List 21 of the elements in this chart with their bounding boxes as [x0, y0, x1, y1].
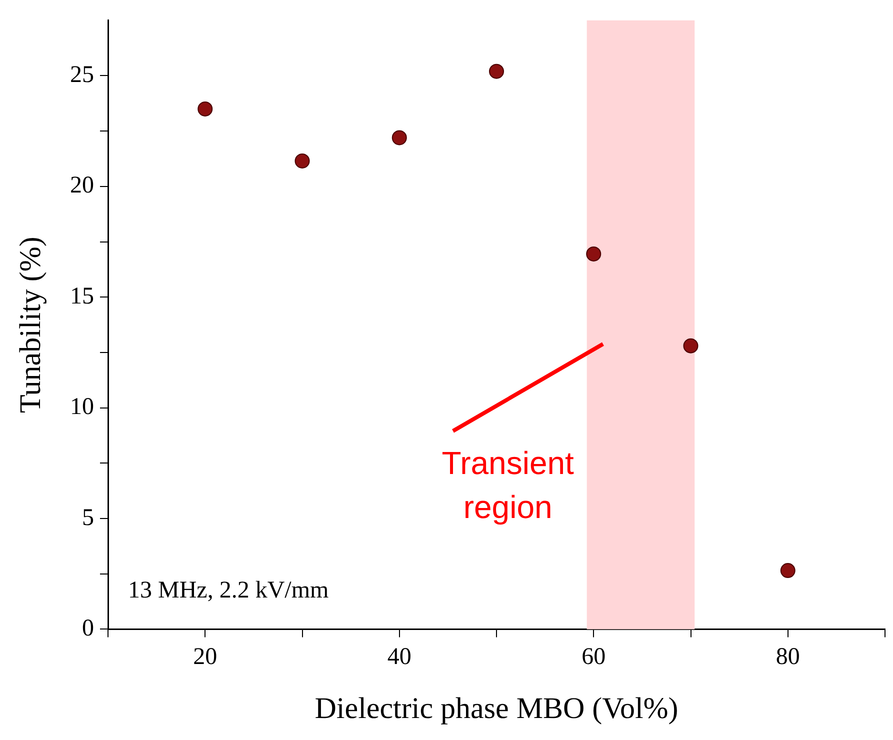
- x-tick-label: 60: [582, 644, 606, 670]
- x-tick-label: 20: [193, 644, 218, 670]
- point: [198, 101, 213, 116]
- y-tick-label: 0: [82, 615, 94, 642]
- point: [683, 338, 698, 354]
- y-tick-label: 15: [70, 283, 94, 310]
- x-tick-label: 80: [776, 644, 800, 670]
- point: [780, 563, 796, 578]
- y-tick-label: 20: [70, 172, 94, 199]
- point: [294, 153, 310, 168]
- y-tick-label: 25: [70, 62, 94, 88]
- y-tick-label: 5: [82, 504, 94, 531]
- annotation: Transient region: [442, 445, 574, 526]
- y-axis-title: Tunability (%): [14, 236, 47, 414]
- x-tick-label: 40: [387, 644, 412, 670]
- x-axis-title: Dielectric phase MBO (Vol%): [314, 692, 678, 725]
- point: [489, 64, 504, 79]
- point: [392, 130, 407, 146]
- annotation: 13 MHz, 2.2 kV/mm: [128, 577, 329, 604]
- point: [586, 246, 602, 262]
- y-tick-label: 10: [70, 394, 94, 420]
